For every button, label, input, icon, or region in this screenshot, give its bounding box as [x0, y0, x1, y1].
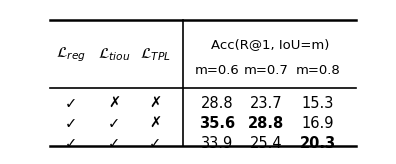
Text: 15.3: 15.3 — [302, 96, 334, 111]
Text: 20.3: 20.3 — [300, 136, 336, 151]
Text: 35.6: 35.6 — [199, 116, 235, 131]
Text: $\mathcal{L}_{TPL}$: $\mathcal{L}_{TPL}$ — [140, 47, 171, 63]
Text: ✓: ✓ — [65, 116, 77, 131]
Text: 28.8: 28.8 — [248, 116, 284, 131]
Text: $\mathcal{L}_{tiou}$: $\mathcal{L}_{tiou}$ — [98, 47, 130, 63]
Text: ✗: ✗ — [149, 116, 162, 131]
Text: 33.9: 33.9 — [201, 136, 233, 151]
Text: ✓: ✓ — [65, 96, 77, 111]
Text: m=0.8: m=0.8 — [296, 64, 341, 77]
Text: 23.7: 23.7 — [249, 96, 282, 111]
Text: 28.8: 28.8 — [200, 96, 233, 111]
Text: ✓: ✓ — [149, 136, 162, 151]
Text: ✗: ✗ — [149, 96, 162, 111]
Text: Acc(R@1, IoU=m): Acc(R@1, IoU=m) — [211, 38, 329, 51]
Text: $\mathcal{L}_{reg}$: $\mathcal{L}_{reg}$ — [56, 46, 86, 64]
Text: ✗: ✗ — [108, 96, 120, 111]
Text: ✓: ✓ — [108, 136, 120, 151]
Text: m=0.6: m=0.6 — [194, 64, 239, 77]
Text: 25.4: 25.4 — [249, 136, 282, 151]
Text: m=0.7: m=0.7 — [244, 64, 288, 77]
Text: ✓: ✓ — [108, 116, 120, 131]
Text: ✓: ✓ — [65, 136, 77, 151]
Text: 16.9: 16.9 — [302, 116, 334, 131]
